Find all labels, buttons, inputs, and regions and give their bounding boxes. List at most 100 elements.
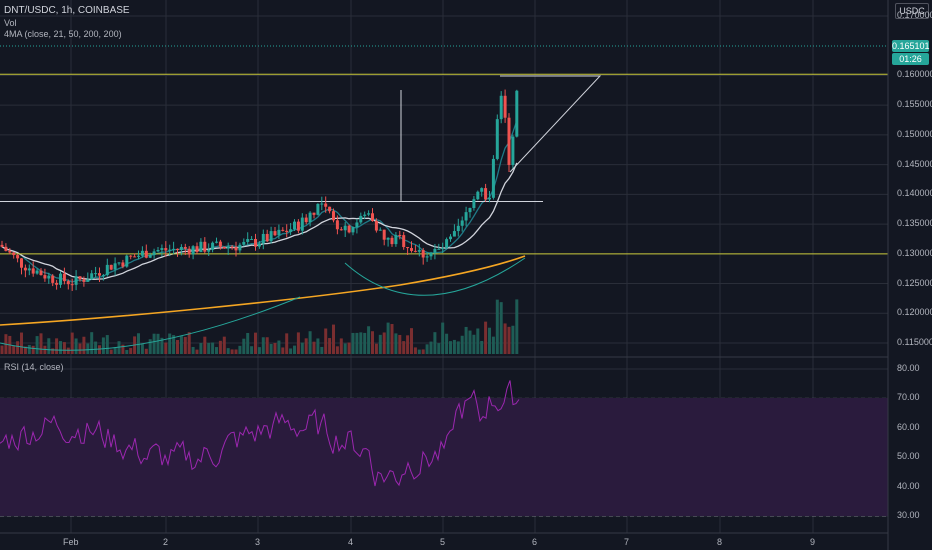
volume-bar xyxy=(101,337,105,354)
volume-bar xyxy=(296,332,300,354)
candle-body xyxy=(179,246,183,250)
volume-bar xyxy=(20,332,23,354)
volume-bar xyxy=(23,346,27,354)
candle-body xyxy=(257,243,261,247)
volume-bar xyxy=(78,343,82,354)
date-tick-label: Feb xyxy=(63,537,79,547)
candle-body xyxy=(129,255,133,257)
candle-body xyxy=(238,244,242,251)
rsi-tick-label: 70.00 xyxy=(897,392,920,403)
candle-body xyxy=(12,252,16,256)
volume-bar xyxy=(433,332,437,354)
candle-body xyxy=(16,255,20,259)
volume-bar xyxy=(172,335,176,354)
volume-bar xyxy=(464,326,468,354)
volume-bar xyxy=(234,349,238,354)
candle-body xyxy=(195,246,199,252)
candle-body xyxy=(207,249,211,252)
candle-body xyxy=(304,217,308,223)
candle-body xyxy=(320,203,324,205)
date-tick-label: 7 xyxy=(624,537,630,547)
volume-bar xyxy=(480,340,484,354)
candle-body xyxy=(351,227,355,233)
volume-bar xyxy=(265,337,269,354)
volume-bar xyxy=(456,341,460,354)
drawings[interactable] xyxy=(0,75,602,351)
volume-bar xyxy=(308,331,312,354)
volume-bar xyxy=(199,342,203,354)
volume-bar xyxy=(460,335,464,354)
candle-body xyxy=(421,250,425,258)
candle-body xyxy=(242,241,246,245)
date-tick-label: 5 xyxy=(440,537,446,547)
volume-bar xyxy=(257,347,261,354)
volume-bar xyxy=(429,341,433,354)
candle-body xyxy=(23,267,27,271)
candle-body xyxy=(0,244,4,247)
volume-bar xyxy=(413,347,417,354)
candle-body xyxy=(413,250,417,252)
volume-bar xyxy=(47,338,51,354)
candle-body xyxy=(168,249,172,251)
volume-bar xyxy=(495,299,499,354)
volume-bar xyxy=(410,328,413,354)
volume-bar xyxy=(179,335,183,354)
volume-bar xyxy=(386,322,390,354)
volume-bar xyxy=(378,334,382,354)
volume-bar xyxy=(121,344,125,354)
price-tick-label: 0.115000 xyxy=(897,337,932,347)
candle-body xyxy=(98,273,101,276)
currency-button[interactable]: USDC xyxy=(895,3,929,19)
candle-body xyxy=(273,231,277,236)
candle-body xyxy=(460,220,464,226)
volume-bar xyxy=(148,339,152,354)
candle-body xyxy=(406,247,410,249)
rsi-tick-label: 40.00 xyxy=(897,480,920,491)
candle-body xyxy=(312,212,316,215)
date-tick-label: 4 xyxy=(348,537,354,547)
candle-body xyxy=(296,221,300,231)
candle-body xyxy=(437,248,441,250)
candle-body xyxy=(378,229,382,231)
rsi-band xyxy=(0,398,888,516)
volume-bar xyxy=(51,348,55,354)
volume-bar xyxy=(355,332,359,354)
volume-bar xyxy=(304,338,308,354)
candle-body xyxy=(234,246,238,251)
volume-bar xyxy=(374,343,378,354)
volume-bar xyxy=(59,341,62,354)
candle-body xyxy=(152,251,156,255)
candle-body xyxy=(27,268,31,271)
candle-body xyxy=(495,119,499,159)
volume-bar xyxy=(156,333,160,354)
volume-bar xyxy=(211,342,215,354)
candles[interactable] xyxy=(0,89,519,291)
date-tick-label: 6 xyxy=(532,537,538,547)
volume-bar xyxy=(484,321,488,354)
volume-bar xyxy=(476,328,480,354)
candle-body xyxy=(456,225,460,232)
candle-body xyxy=(105,264,109,276)
ma-label: 4MA (close, 21, 50, 200, 200) xyxy=(4,29,122,39)
volume-bar xyxy=(382,332,386,354)
candle-body xyxy=(386,237,390,240)
volume-bar xyxy=(195,349,199,354)
volume-bar xyxy=(468,330,472,354)
candle-body xyxy=(488,197,491,200)
candle-body xyxy=(101,275,105,277)
candle-body xyxy=(410,248,413,251)
volume-bar xyxy=(316,338,320,354)
candle-body xyxy=(507,117,511,165)
volume-bar xyxy=(285,333,289,354)
price-tick-label: 0.125000 xyxy=(897,277,932,288)
candle-body xyxy=(246,239,250,242)
candle-body xyxy=(269,231,273,242)
candle-body xyxy=(176,248,179,250)
candle-body xyxy=(35,270,39,274)
candle-body xyxy=(339,229,343,231)
volume-bar xyxy=(246,332,250,354)
volume-bar xyxy=(0,345,4,354)
candle-body xyxy=(402,235,406,248)
